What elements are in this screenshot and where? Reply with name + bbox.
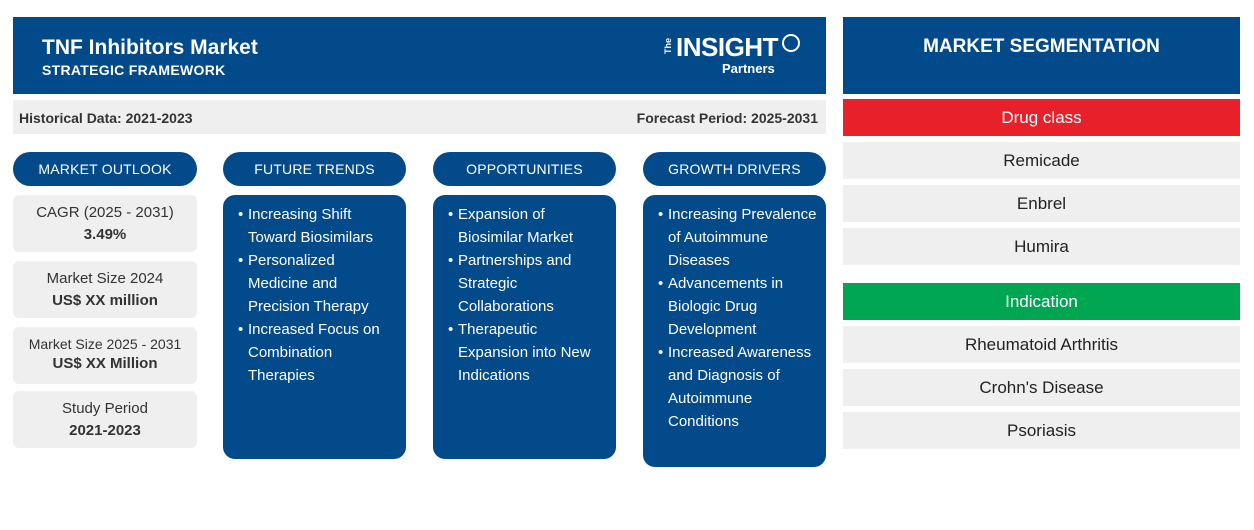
logo-partners-text: Partners (722, 61, 775, 76)
card-label: CAGR (2025 - 2031) (36, 204, 174, 221)
card-label: Study Period (62, 400, 148, 417)
card-value: 2021-2023 (69, 422, 141, 439)
logo-the-text: The (663, 38, 673, 55)
opportunities-header: OPPORTUNITIES (433, 152, 616, 186)
card-value: US$ XX million (52, 292, 158, 309)
list-item: Partnerships and Strategic Collaboration… (433, 249, 608, 318)
list-item: Increased Awareness and Diagnosis of Aut… (643, 341, 818, 433)
card-label: Market Size 2025 - 2031 (28, 336, 182, 352)
market-outlook-header: MARKET OUTLOOK (13, 152, 197, 186)
card-value: US$ XX Million (52, 355, 158, 372)
header-banner (13, 17, 826, 94)
period-bar (13, 100, 826, 134)
segment-item: Humira (843, 228, 1240, 265)
segment-category-drug-class: Drug class (843, 99, 1240, 136)
cagr-card: CAGR (2025 - 2031) 3.49% (13, 195, 197, 252)
growth-drivers-box: Increasing Prevalence of Autoimmune Dise… (643, 195, 826, 467)
future-trends-box: Increasing Shift Toward Biosimilars Pers… (223, 195, 406, 459)
list-item: Increasing Prevalence of Autoimmune Dise… (643, 203, 818, 272)
segment-item: Crohn's Disease (843, 369, 1240, 406)
segment-item: Enbrel (843, 185, 1240, 222)
segment-item: Remicade (843, 142, 1240, 179)
market-segmentation-header: MARKET SEGMENTATION (843, 17, 1240, 94)
insight-partners-logo: The INSIGHT Partners (663, 32, 809, 82)
logo-circle-icon (782, 34, 800, 52)
segment-item: Psoriasis (843, 412, 1240, 449)
future-trends-header: FUTURE TRENDS (223, 152, 406, 186)
study-period-card: Study Period 2021-2023 (13, 391, 197, 448)
segment-category-indication: Indication (843, 283, 1240, 320)
page-subtitle: STRATEGIC FRAMEWORK (42, 62, 226, 78)
market-size-forecast-card: Market Size 2025 - 2031 US$ XX Million (13, 327, 197, 384)
opportunities-box: Expansion of Biosimilar Market Partnersh… (433, 195, 616, 459)
growth-drivers-header: GROWTH DRIVERS (643, 152, 826, 186)
list-item: Increased Focus on Combination Therapies (223, 318, 398, 387)
market-size-2024-card: Market Size 2024 US$ XX million (13, 261, 197, 318)
card-label: Market Size 2024 (46, 270, 164, 287)
historical-data-label: Historical Data: 2021-2023 (19, 110, 193, 126)
list-item: Expansion of Biosimilar Market (433, 203, 608, 249)
list-item: Advancements in Biologic Drug Developmen… (643, 272, 818, 341)
page-title: TNF Inhibitors Market (42, 36, 258, 59)
segment-item: Rheumatoid Arthritis (843, 326, 1240, 363)
list-item: Increasing Shift Toward Biosimilars (223, 203, 398, 249)
forecast-period-label: Forecast Period: 2025-2031 (636, 110, 818, 126)
list-item: Personalized Medicine and Precision Ther… (223, 249, 398, 318)
logo-insight-text: INSIGHT (676, 32, 778, 62)
card-value: 3.49% (83, 226, 127, 243)
list-item: Therapeutic Expansion into New Indicatio… (433, 318, 608, 387)
